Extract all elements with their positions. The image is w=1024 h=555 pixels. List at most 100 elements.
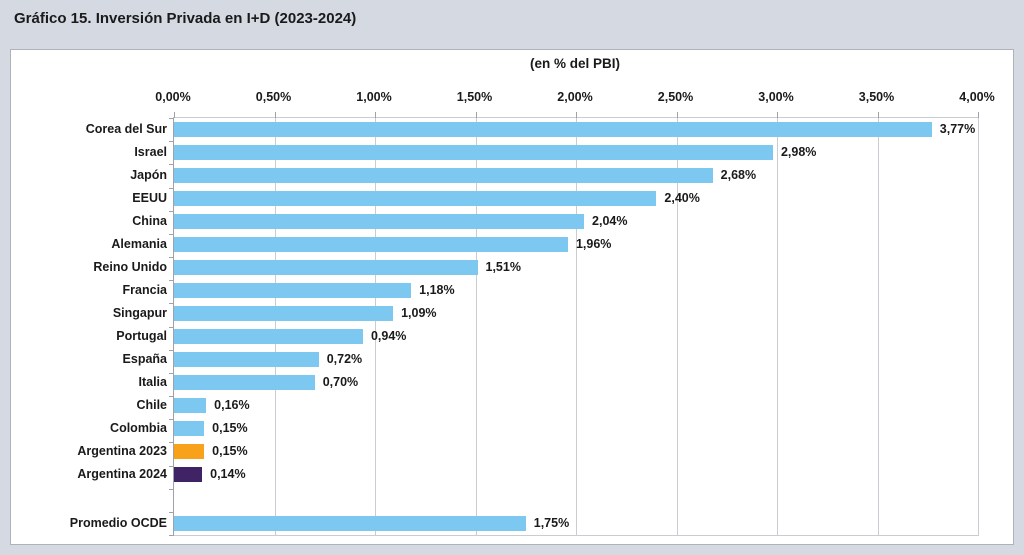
category-label: Israel <box>134 145 167 159</box>
bar-row: China 2,04% <box>132 210 978 233</box>
y-axis-tick-mark <box>169 257 174 258</box>
bar-row: Colombia 0,15% <box>110 417 978 440</box>
category-label: Portugal <box>116 329 167 343</box>
x-axis-tick-label: 1,50% <box>456 90 493 104</box>
y-axis-tick-mark <box>169 465 174 467</box>
bar-row: Portugal 0,94% <box>116 325 978 348</box>
bar <box>174 145 773 160</box>
bar-row: Argentina 2023 0,15% <box>77 440 978 463</box>
bar-row: Singapur 1,09% <box>113 302 978 325</box>
bar-row: EEUU 2,40% <box>132 187 978 210</box>
value-label: 1,18% <box>419 283 455 297</box>
value-label: 0,14% <box>210 467 246 481</box>
bar-row: Chile 0,16% <box>136 394 978 417</box>
bar-row: Israel 2,98% <box>134 141 978 164</box>
value-label: 2,68% <box>720 168 757 182</box>
bar <box>174 191 657 206</box>
gridline <box>576 118 577 535</box>
bar <box>174 329 363 344</box>
y-axis-tick-mark <box>169 419 174 421</box>
category-label: Argentina 2024 <box>77 467 167 481</box>
x-axis-tick-mark <box>274 112 276 118</box>
bar <box>174 306 394 321</box>
category-label: Francia <box>122 283 167 297</box>
category-label: Italia <box>138 375 168 389</box>
bar <box>174 122 932 137</box>
bar <box>174 398 207 413</box>
y-axis-tick-mark <box>169 442 174 444</box>
x-axis-tick-label: 2,00% <box>557 90 593 104</box>
bar <box>174 516 526 531</box>
value-label: 0,15% <box>212 421 248 435</box>
x-axis-tick-label: 0,50% <box>255 90 292 104</box>
bar <box>174 283 412 298</box>
bar <box>174 467 203 482</box>
bar-row: Corea del Sur 3,77% <box>86 118 978 141</box>
bar-row: Reino Unido 1,51% <box>93 256 978 279</box>
y-axis-tick-mark <box>169 118 174 119</box>
x-axis-tick-mark <box>576 112 577 118</box>
bar-row: Argentina 2024 0,14% <box>77 463 978 486</box>
y-axis-tick-mark <box>169 535 174 536</box>
category-label: Alemania <box>111 237 167 251</box>
bar-row: Alemania 1,96% <box>111 233 978 256</box>
value-label: 0,94% <box>370 329 407 343</box>
bar-row: España 0,72% <box>123 348 978 371</box>
x-axis-tick-label: 0,00% <box>155 90 191 104</box>
y-axis-tick-mark <box>169 303 174 305</box>
gridline <box>877 118 879 535</box>
category-label: Chile <box>136 398 167 412</box>
gridline <box>676 118 678 535</box>
value-label: 1,75% <box>533 516 570 530</box>
bar <box>174 375 315 390</box>
value-label: 1,09% <box>401 306 437 320</box>
y-axis-tick-mark <box>169 233 174 235</box>
category-label: Reino Unido <box>93 260 167 274</box>
x-axis-tick-label: 4,00% <box>959 90 995 104</box>
value-label: 0,16% <box>214 398 250 412</box>
value-label: 1,96% <box>575 237 612 251</box>
category-label: Singapur <box>112 306 167 320</box>
page-title: Gráfico 15. Inversión Privada en I+D (20… <box>14 10 357 27</box>
chart-subtitle: (en % del PBI) <box>529 56 620 71</box>
y-axis-tick-mark <box>169 280 174 282</box>
bar <box>174 444 205 459</box>
x-axis: 0,00% 0,50% 1,00% 1,50% 2,00% 2,50% 3,00% 3,50%… <box>155 90 994 106</box>
bar <box>174 352 319 367</box>
y-axis-tick-mark <box>169 326 174 328</box>
category-label: Argentina 2023 <box>77 444 167 458</box>
bar-row: Italia 0,70% <box>139 371 978 394</box>
y-axis-tick-mark <box>169 349 174 351</box>
y-axis-tick-mark <box>169 210 174 212</box>
x-axis-tick-mark <box>877 112 879 118</box>
gridline <box>777 118 778 535</box>
x-axis-tick-label: 3,00% <box>758 90 794 104</box>
y-axis-tick-mark <box>169 187 174 189</box>
bar-row: Promedio OCDE 1,75% <box>70 512 978 535</box>
value-label: 0,70% <box>322 375 359 389</box>
y-axis-tick-mark <box>169 488 174 490</box>
y-axis-tick-mark <box>169 141 174 143</box>
bar-row: Japón 2,68% <box>130 164 978 187</box>
y-axis-tick-mark <box>169 511 174 513</box>
value-label: 2,04% <box>592 214 628 228</box>
x-axis-tick-label: 3,50% <box>858 90 895 104</box>
category-label: España <box>122 352 167 366</box>
x-axis-tick-mark <box>475 112 477 118</box>
value-label: 0,15% <box>212 444 248 458</box>
y-axis-tick-mark <box>169 372 174 374</box>
x-axis-tick-mark <box>978 112 979 118</box>
y-axis-tick-mark <box>169 396 174 397</box>
value-label: 2,40% <box>664 191 700 205</box>
y-axis-tick-mark <box>169 164 174 166</box>
category-label: Japón <box>130 168 167 182</box>
gridline <box>274 118 276 535</box>
gridline <box>375 118 376 535</box>
category-label: EEUU <box>132 191 167 205</box>
bar-row: Francia 1,18% <box>123 279 978 302</box>
x-axis-tick-mark <box>375 112 376 118</box>
x-axis-tick-mark <box>676 112 678 118</box>
category-label: Colombia <box>110 421 167 435</box>
plot-area: Corea del Sur 3,77% Israel 2,98% Japón 2,68% E… <box>70 112 979 536</box>
x-axis-tick-mark <box>777 112 778 118</box>
